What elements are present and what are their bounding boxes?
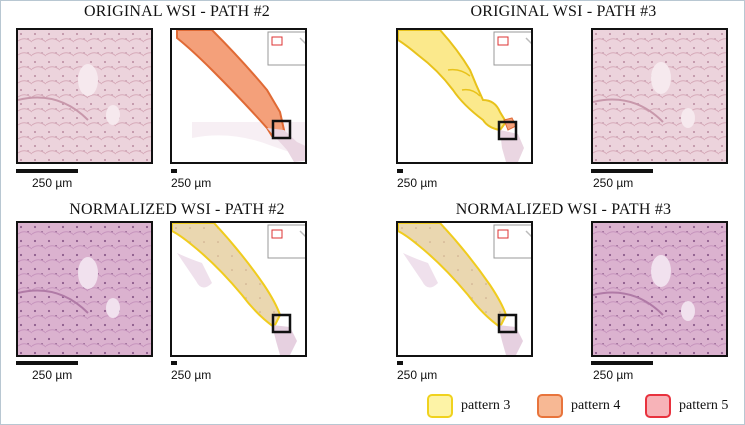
scale-bar — [591, 169, 653, 173]
scale-bar — [16, 169, 78, 173]
legend-label: pattern 4 — [571, 398, 621, 413]
scale-bar — [397, 361, 403, 365]
tissue-patch-normalized-2 — [591, 221, 728, 357]
wsi-normalized-path2 — [170, 221, 307, 357]
legend-swatch — [427, 394, 453, 418]
scale-label: 250 µm — [171, 368, 212, 382]
scale-label: 250 µm — [397, 176, 438, 190]
scale-label: 250 µm — [171, 176, 212, 190]
title-original-path2: ORIGINAL WSI - PATH #2 — [83, 3, 271, 20]
tissue-patch-original-1 — [16, 28, 153, 164]
wsi-original-path2 — [170, 28, 307, 164]
legend-label: pattern 5 — [679, 398, 729, 413]
scale-bar — [591, 361, 653, 365]
title-normalized-path3: NORMALIZED WSI - PATH #3 — [455, 201, 672, 218]
scale-bar — [397, 169, 403, 173]
legend-label: pattern 3 — [461, 398, 511, 413]
tissue-patch-normalized-1 — [16, 221, 153, 357]
scale-label: 250 µm — [593, 368, 634, 382]
legend-swatch — [537, 394, 563, 418]
scale-label: 250 µm — [32, 176, 73, 190]
scale-bar — [16, 361, 78, 365]
scale-bar — [171, 169, 177, 173]
wsi-normalized-path3 — [396, 221, 533, 357]
wsi-original-path3 — [396, 28, 533, 164]
title-original-path3: ORIGINAL WSI - PATH #3 — [470, 3, 657, 20]
tissue-patch-original-2 — [591, 28, 728, 164]
scale-label: 250 µm — [32, 368, 73, 382]
scale-label: 250 µm — [593, 176, 634, 190]
legend-swatch — [645, 394, 671, 418]
scale-bar — [171, 361, 177, 365]
title-normalized-path2: NORMALIZED WSI - PATH #2 — [69, 201, 285, 218]
scale-label: 250 µm — [397, 368, 438, 382]
